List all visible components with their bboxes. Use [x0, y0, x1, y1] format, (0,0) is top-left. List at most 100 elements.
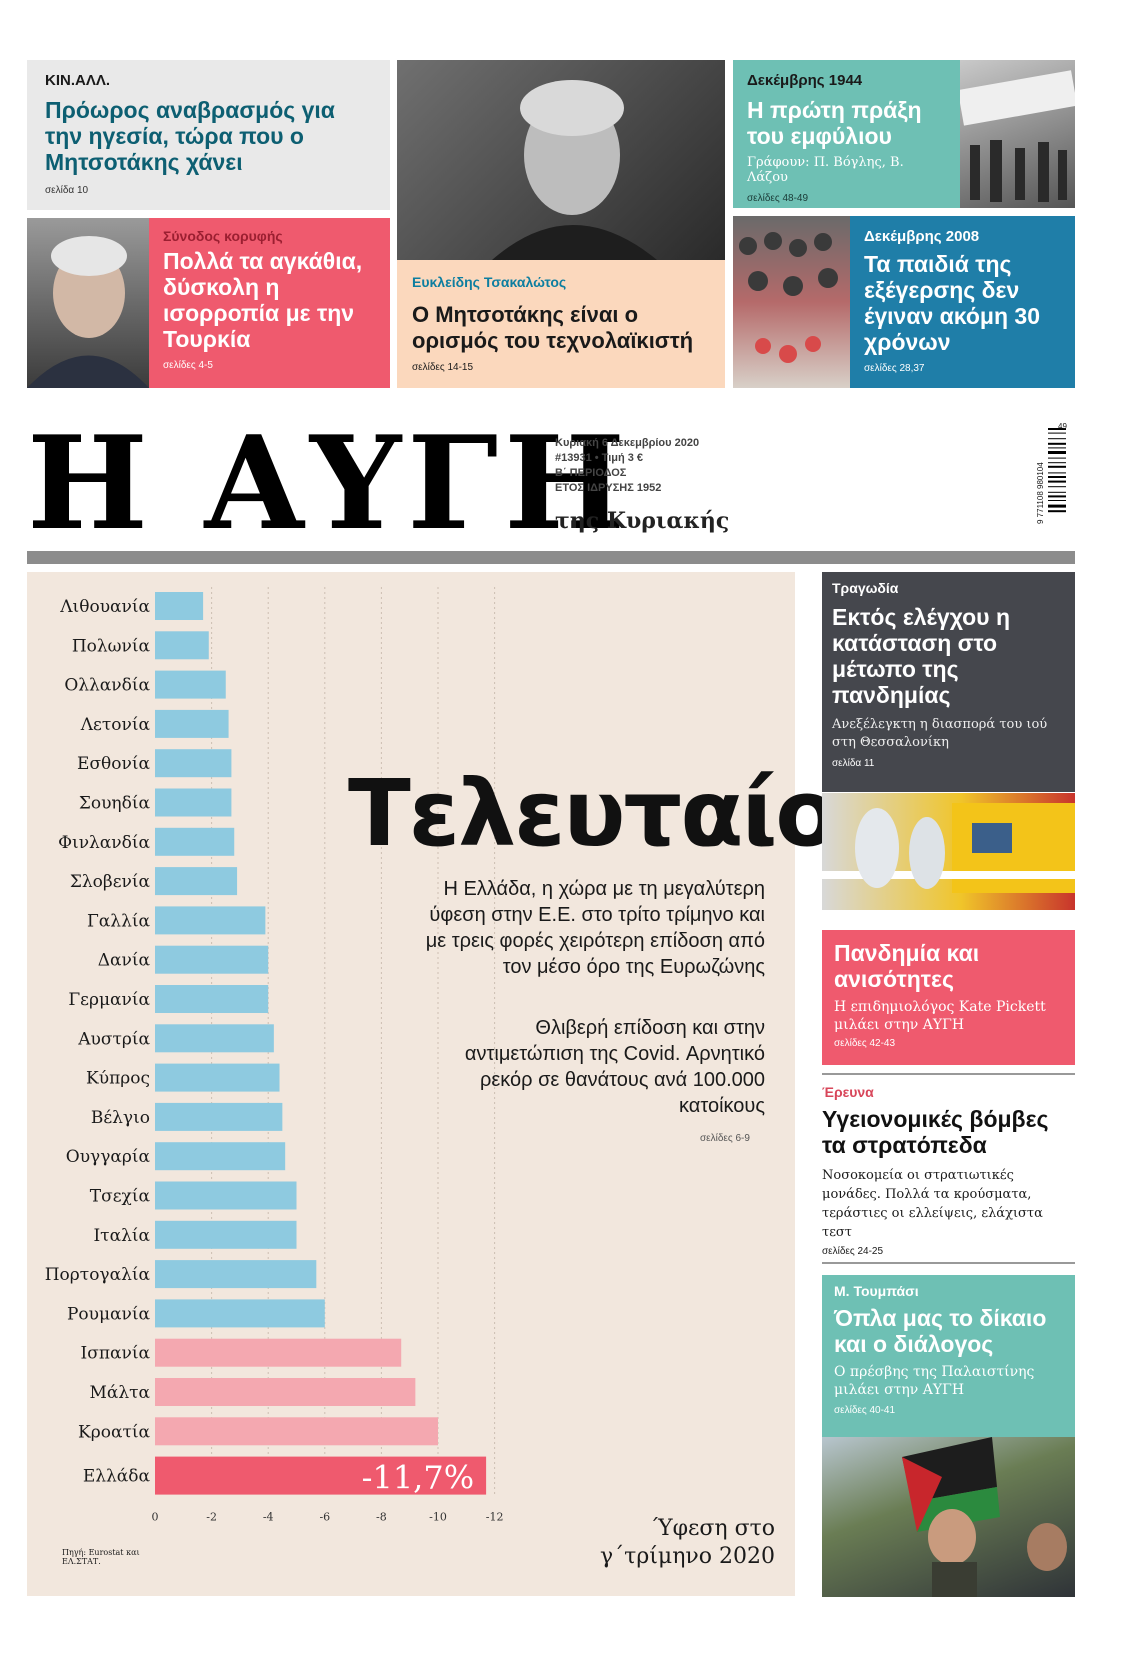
- column-divider: [822, 1073, 1075, 1075]
- lead-text-1: Η Ελλάδα, η χώρα με τη μεγαλύτερη ύφεση …: [425, 878, 765, 978]
- category-label: Λετονία: [80, 715, 151, 735]
- bar: [155, 1417, 438, 1446]
- bar: [155, 788, 232, 817]
- pandemia-pages: σελίδες 42-43: [834, 1038, 896, 1049]
- barcode-bar: [1048, 491, 1066, 493]
- dec2008-story[interactable]: Δεκέμβρης 2008 Τα παιδιά της εξέγερσης δ…: [850, 216, 1075, 388]
- category-label: Ρουμανία: [67, 1304, 151, 1324]
- ereuna-pages: σελίδες 24-25: [822, 1246, 884, 1257]
- bar: [155, 709, 229, 738]
- protest-illustration: [902, 1437, 1067, 1597]
- bar: [155, 592, 204, 620]
- dec1944-headline: Η πρώτη πράξη του εμφύλιου: [747, 97, 922, 149]
- protest-photo: [822, 1437, 1075, 1597]
- tragodia-sub: Ανεξέλεγκτη η διασπορά του ιού στη Θεσσα…: [832, 717, 1048, 750]
- tragodia-pages: σελίδα 11: [832, 758, 875, 769]
- masthead-subtitle: της Κυριακής: [555, 508, 730, 534]
- portrait-illustration: [492, 80, 657, 260]
- bar: [155, 1378, 416, 1406]
- toumpasi-pages: σελίδες 40-41: [834, 1405, 896, 1416]
- barcode-bar: [1048, 428, 1066, 430]
- barcode-bar: [1048, 442, 1066, 445]
- ambulance-photo: [822, 793, 1075, 910]
- bar: [155, 906, 266, 935]
- chart-source: Πηγή: Eurostat και ΕΛ.ΣΤΑΤ.: [62, 1548, 140, 1566]
- pandemia-story[interactable]: Πανδημία και ανισότητες Η επιδημιολόγος …: [822, 930, 1075, 1065]
- barcode-bar: [1048, 500, 1066, 501]
- barcode-bar: [1048, 486, 1066, 488]
- bar: [155, 827, 235, 856]
- bar: [155, 1299, 325, 1328]
- dec1944-story[interactable]: Δεκέμβρης 1944 Η πρώτη πράξη του εμφύλιο…: [733, 60, 960, 208]
- tragodia-story[interactable]: Τραγωδία Εκτός ελέγχου η κατάσταση στο μ…: [822, 572, 1075, 792]
- founded-year: ΕΤΟΣ ΙΔΡΥΣΗΣ 1952: [555, 482, 662, 494]
- category-label: Βέλγιο: [91, 1108, 150, 1128]
- chart-caption: Ύφεση στο γ΄τρίμηνο 2020: [600, 1516, 775, 1569]
- pandemia-headline: Πανδημία και ανισότητες: [834, 940, 980, 992]
- erdogan-story[interactable]: Σύνοδος κορυφής Πολλά τα αγκάθια, δύσκολ…: [149, 218, 390, 388]
- dec1944-pages: σελίδες 48-49: [747, 193, 809, 204]
- historic-crowd-illustration: [960, 70, 1075, 202]
- dec1944-byline: Γράφουν: Π. Βόγλης, Β. Λάζου: [747, 155, 904, 185]
- bar: [155, 1456, 487, 1495]
- kinal-pages: σελίδα 10: [45, 185, 89, 196]
- bar: [155, 1024, 274, 1053]
- barcode-bar: [1048, 432, 1066, 434]
- column-divider: [822, 1262, 1075, 1264]
- dec1944-photo: [960, 60, 1075, 208]
- bar: [155, 749, 232, 778]
- ereuna-kicker: Έρευνα: [822, 1084, 874, 1100]
- category-label: Γαλλία: [87, 911, 150, 931]
- category-label: Ιταλία: [93, 1226, 150, 1246]
- highlight-data-label: -11,7%: [362, 1459, 474, 1497]
- masthead-meta: Κυριακή 6 Δεκεμβρίου 2020 #13931 • Τιμή …: [555, 436, 699, 496]
- category-label: Κροατία: [78, 1422, 150, 1442]
- bar: [155, 945, 269, 974]
- bar: [155, 867, 238, 896]
- lead-text-2: Θλιβερή επίδοση και στην αντιμετώπιση τη…: [464, 1017, 765, 1117]
- x-tick-label: -6: [319, 1511, 330, 1524]
- bar: [155, 1260, 317, 1289]
- dec2008-photo: [733, 216, 850, 388]
- lead-pages: σελίδες 6-9: [700, 1133, 750, 1144]
- barcode-addon: 49: [1058, 422, 1067, 431]
- lead-title: Τελευταίοι: [348, 760, 872, 867]
- barcode-bar: [1048, 476, 1066, 478]
- barcode-bar: [1048, 510, 1066, 513]
- category-label: Αυστρία: [77, 1029, 150, 1049]
- barcode-bar: [1048, 457, 1066, 459]
- toumpasi-story[interactable]: Μ. Τουμπάσι Όπλα μας το δίκαιο και ο διά…: [822, 1275, 1075, 1437]
- kinal-story[interactable]: ΚΙΝ.ΑΛΛ. Πρόωρος αναβρασμός για την ηγεσ…: [27, 60, 390, 210]
- masthead-title: Η ΑΥΓΗ: [27, 409, 631, 559]
- toumpasi-kicker: Μ. Τουμπάσι: [834, 1283, 919, 1299]
- toumpasi-sub: Ο πρέσβης της Παλαιστίνης μιλάει στην ΑΥ…: [834, 1364, 1035, 1398]
- barcode-bar: [1048, 472, 1066, 474]
- dec2008-pages: σελίδες 28,37: [864, 363, 925, 374]
- tragodia-kicker: Τραγωδία: [832, 580, 899, 596]
- erdogan-kicker: Σύνοδος κορυφής: [163, 228, 283, 244]
- tsakalotos-photo: [397, 60, 725, 260]
- ereuna-story[interactable]: Έρευνα Υγειονομικές βόμβες τα στρατόπεδα…: [822, 1080, 1075, 1260]
- barcode-bar: [1048, 462, 1066, 464]
- category-label: Πορτογαλία: [45, 1265, 151, 1285]
- x-tick-label: 0: [152, 1511, 159, 1524]
- x-tick-label: -8: [376, 1511, 387, 1524]
- dec1944-kicker: Δεκέμβρης 1944: [747, 72, 863, 89]
- recession-bar-chart: 0 -2 -4 -6 -8 -10 -12 Λιθουανία Πολωνία Ολλανδία Λ…: [45, 587, 503, 1524]
- tsakalotos-story[interactable]: Ευκλείδης Τσακαλώτος Ο Μητσοτάκης είναι …: [397, 260, 725, 388]
- lead-story-panel[interactable]: 0 -2 -4 -6 -8 -10 -12 Λιθουανία Πολωνία Ολλανδία Λ…: [27, 572, 795, 1596]
- barcode-bar: [1048, 495, 1066, 498]
- category-label: Ουγγαρία: [66, 1147, 151, 1167]
- category-label: Σουηδία: [79, 794, 151, 814]
- pandemia-sub: Η επιδημιολόγος Kate Pickett μιλάει στην…: [834, 999, 1046, 1033]
- bar: [155, 1063, 280, 1092]
- ereuna-sub: Νοσοκομεία οι στρατιωτικές μονάδες. Πολλ…: [822, 1168, 1043, 1240]
- bar: [155, 670, 226, 699]
- erdogan-photo: [27, 218, 149, 388]
- barcode: 9 771108 980104 49: [1036, 422, 1067, 532]
- category-label: Μάλτα: [89, 1383, 150, 1403]
- barcode-bar: [1048, 451, 1066, 454]
- barcode-icon: [1048, 428, 1066, 513]
- portrait-illustration: [27, 236, 149, 388]
- kinal-kicker: ΚΙΝ.ΑΛΛ.: [45, 72, 111, 89]
